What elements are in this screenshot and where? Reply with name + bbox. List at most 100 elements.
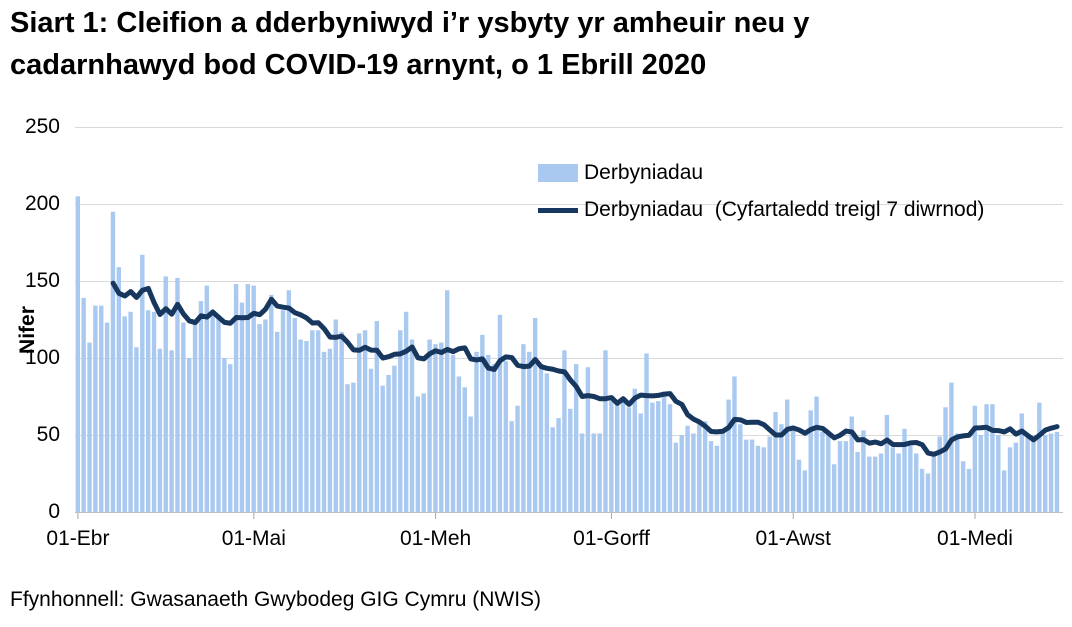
bar (626, 407, 632, 512)
bar (1043, 435, 1048, 512)
y-tick-label: 50 (36, 423, 60, 446)
bar (872, 456, 878, 512)
bar (99, 305, 104, 512)
bar (339, 331, 344, 512)
bar (544, 373, 550, 512)
bar (204, 285, 209, 512)
bar (837, 441, 843, 512)
bar (925, 473, 931, 512)
bar (831, 464, 837, 512)
bar (327, 348, 333, 512)
bar (732, 376, 737, 512)
bar (691, 433, 696, 512)
bar (163, 276, 168, 512)
bar (615, 404, 620, 512)
bar (990, 404, 995, 512)
bar (233, 284, 239, 512)
bar (380, 385, 385, 512)
plot-svg (75, 127, 1063, 519)
bar (87, 342, 92, 512)
bar (192, 324, 198, 512)
legend-label-bars: Derbyniadau (584, 161, 704, 184)
bar (116, 267, 122, 512)
x-tick-label: 01-Medi (937, 527, 1013, 550)
bar (1054, 431, 1060, 512)
bar (450, 354, 456, 512)
bar (110, 211, 116, 512)
bar (386, 374, 391, 512)
y-tick-label: 200 (24, 192, 60, 215)
x-tick-label: 01-Awst (755, 527, 831, 550)
line-series-swatch (538, 207, 578, 213)
bar (890, 447, 895, 512)
bar (532, 317, 538, 512)
bar (749, 439, 755, 512)
bar (562, 350, 567, 512)
bar (104, 322, 110, 512)
legend-item-line: Derbyniadau (Cyfartaledd treigl 7 diwrno… (538, 197, 984, 223)
bar (714, 445, 720, 512)
bar (943, 407, 948, 512)
bar (896, 453, 901, 512)
bar (515, 405, 520, 512)
bar (263, 319, 268, 512)
bar (392, 365, 397, 512)
bar (497, 314, 503, 512)
bar (427, 339, 432, 512)
bar (790, 430, 796, 512)
bar (187, 358, 192, 512)
bar (474, 351, 479, 512)
bar (802, 470, 808, 512)
bar (573, 364, 579, 512)
bar-series-swatch (538, 164, 578, 182)
bar (368, 368, 374, 512)
bar (280, 310, 286, 512)
bar (321, 351, 327, 512)
source-note: Ffynhonnell: Gwasanaeth Gwybodeg GIG Cym… (10, 588, 542, 611)
bar (556, 418, 561, 512)
bar (867, 456, 872, 512)
bar (814, 396, 819, 512)
bar (661, 391, 667, 512)
bar (257, 324, 262, 512)
bar (1031, 435, 1036, 512)
bar (796, 459, 802, 512)
y-tick-label: 100 (24, 346, 60, 369)
bar (591, 433, 596, 512)
bar (245, 284, 251, 512)
bar (274, 331, 280, 512)
bar (960, 461, 966, 512)
bar (726, 399, 731, 512)
x-tick-label: 01-Gorff (573, 527, 650, 550)
bar (456, 376, 462, 512)
bar (151, 311, 157, 512)
bar (656, 401, 661, 512)
bar (996, 435, 1001, 512)
bar (403, 311, 409, 512)
bar (697, 421, 702, 512)
bar (550, 427, 555, 512)
bar (538, 364, 544, 512)
bar (486, 354, 491, 512)
bar (468, 416, 473, 512)
y-tick-label: 150 (24, 269, 60, 292)
bar (521, 344, 526, 512)
bar (509, 421, 514, 512)
bar (286, 290, 292, 512)
bar (638, 413, 643, 512)
bar (861, 430, 866, 512)
legend-label-line: Derbyniadau (Cyfartaledd treigl 7 diwrno… (584, 198, 985, 221)
bar (702, 421, 708, 512)
bar (955, 433, 960, 512)
bar (210, 314, 215, 512)
bar (345, 384, 350, 512)
bar (849, 416, 854, 512)
bar (644, 353, 649, 512)
bar (1013, 442, 1019, 512)
bar (409, 339, 415, 512)
bar (843, 441, 849, 512)
bar (1001, 470, 1007, 512)
bar (919, 468, 925, 512)
bar (720, 430, 725, 512)
bar (198, 301, 204, 512)
